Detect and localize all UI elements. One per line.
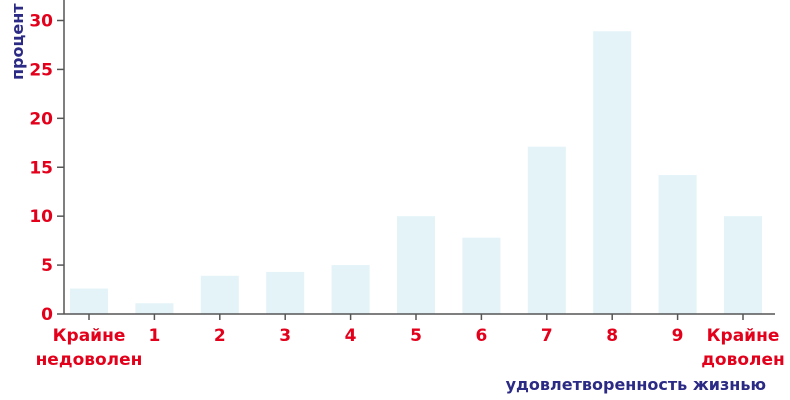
x-tick-label: 5 bbox=[410, 326, 422, 346]
bar bbox=[658, 175, 697, 314]
x-tick-label: 1 bbox=[148, 326, 160, 346]
bar bbox=[527, 146, 566, 314]
bar bbox=[397, 216, 435, 314]
y-tick-label: 20 bbox=[29, 109, 53, 129]
x-tick-label: 2 bbox=[214, 326, 226, 346]
y-tick-label: 0 bbox=[41, 305, 53, 325]
x-tick-label: 4 bbox=[345, 326, 357, 346]
bar bbox=[331, 265, 370, 314]
bar bbox=[200, 275, 239, 314]
y-axis-label: процент bbox=[8, 3, 27, 80]
bar bbox=[593, 31, 632, 315]
x-tick-label: 3 bbox=[279, 326, 291, 346]
bar bbox=[724, 216, 762, 314]
x-tick-label: доволен bbox=[701, 350, 785, 370]
y-tick-label: 10 bbox=[29, 207, 53, 227]
bar bbox=[135, 303, 174, 314]
y-tick-label: 5 bbox=[41, 256, 53, 276]
x-tick-label: 8 bbox=[606, 326, 618, 346]
x-tick-label: Крайне bbox=[707, 326, 780, 346]
bar bbox=[70, 288, 108, 314]
bar bbox=[266, 271, 305, 314]
y-tick-label: 15 bbox=[29, 158, 53, 178]
bar bbox=[462, 237, 501, 314]
x-tick-label: недоволен bbox=[36, 350, 143, 370]
x-tick-label: 9 bbox=[672, 326, 684, 346]
x-tick-label: 6 bbox=[475, 326, 487, 346]
x-axis-label: удовлетворенность жизнью bbox=[506, 375, 766, 394]
y-tick-label: 25 bbox=[29, 60, 53, 80]
x-tick-label: Крайне bbox=[53, 326, 126, 346]
x-tick-label: 7 bbox=[541, 326, 553, 346]
y-tick-label: 30 bbox=[29, 12, 53, 32]
